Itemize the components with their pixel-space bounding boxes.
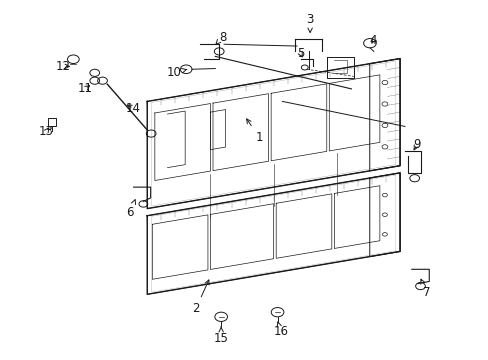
Text: 12: 12 (56, 60, 71, 73)
Text: 15: 15 (213, 327, 228, 346)
Text: 11: 11 (78, 82, 92, 95)
Text: 10: 10 (166, 66, 186, 79)
Text: 6: 6 (126, 200, 135, 219)
Text: 2: 2 (192, 280, 209, 315)
Text: 5: 5 (296, 47, 304, 60)
Text: 4: 4 (369, 34, 376, 47)
Text: 13: 13 (39, 125, 54, 138)
Text: 14: 14 (126, 102, 141, 115)
Text: 7: 7 (420, 279, 430, 299)
Bar (47, 118, 56, 126)
Text: 1: 1 (246, 119, 262, 144)
Text: 9: 9 (412, 138, 420, 151)
Text: 16: 16 (273, 322, 288, 338)
Text: 8: 8 (216, 31, 226, 44)
Text: 3: 3 (306, 13, 313, 32)
